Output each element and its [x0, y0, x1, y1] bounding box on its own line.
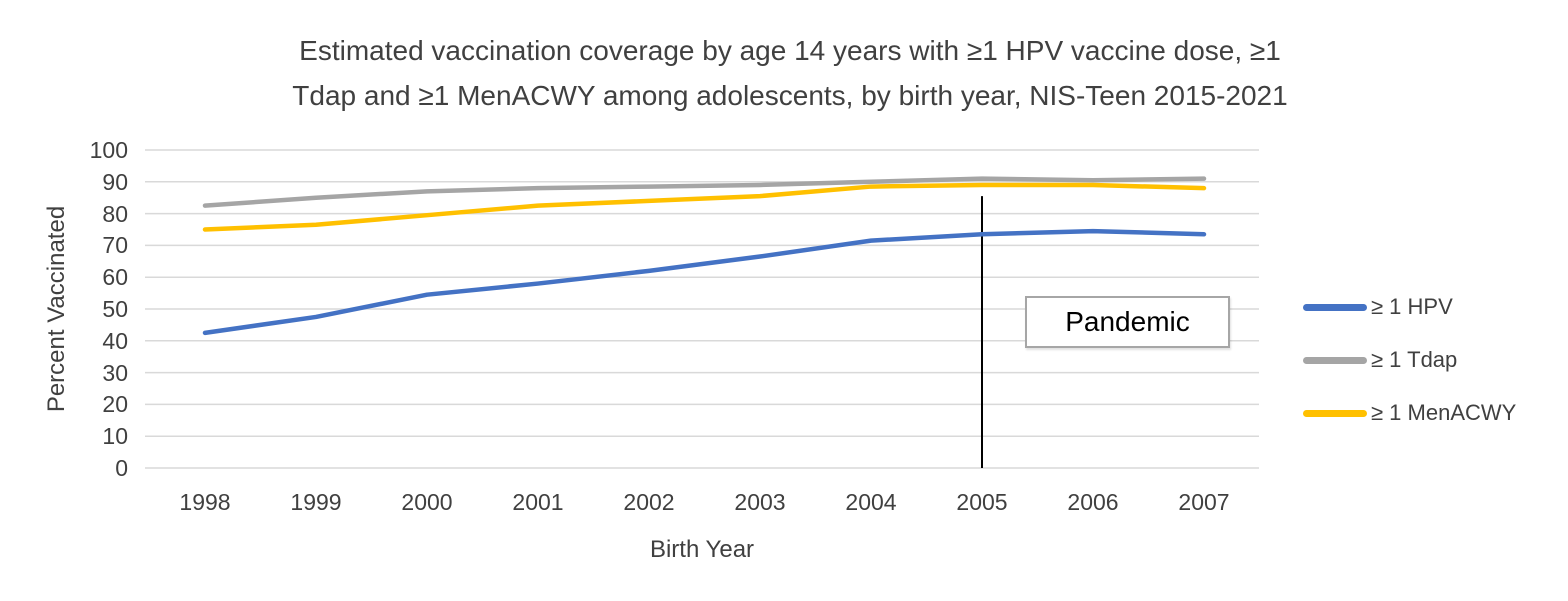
y-tick-label-60: 60: [102, 264, 128, 291]
x-tick-label-1998: 1998: [179, 489, 231, 515]
legend: ≥ 1 HPV ≥ 1 Tdap ≥ 1 MenACWY: [1303, 294, 1517, 454]
y-tick-label-40: 40: [102, 327, 128, 354]
y-tick-label-10: 10: [102, 423, 128, 450]
x-axis-title: Birth Year: [649, 536, 755, 563]
x-tick-label-2007: 2007: [1178, 489, 1230, 515]
y-tick-label-100: 100: [89, 137, 128, 163]
x-tick-label-2003: 2003: [734, 489, 786, 515]
y-tick-label-80: 80: [102, 200, 128, 227]
legend-label-tdap: ≥ 1 Tdap: [1371, 347, 1458, 372]
series-line-menacwy: [202, 182, 1207, 232]
x-tick-label-2002: 2002: [623, 489, 675, 515]
y-tick-label-70: 70: [102, 232, 128, 259]
x-tick-label-2005: 2005: [956, 489, 1008, 515]
y-tick-label-0: 0: [115, 455, 128, 481]
legend-item-menacwy: ≥ 1 MenACWY: [1303, 400, 1517, 425]
legend-label-menacwy: ≥ 1 MenACWY: [1371, 400, 1517, 425]
chart-title-line-1: Estimated vaccination coverage by age 14…: [299, 35, 1281, 66]
x-tick-label-2000: 2000: [401, 489, 453, 515]
y-tick-label-90: 90: [102, 168, 128, 195]
pandemic-label: Pandemic: [1065, 306, 1190, 337]
y-tick-label-30: 30: [102, 359, 128, 386]
legend-label-hpv: ≥ 1 HPV: [1371, 294, 1453, 319]
legend-item-tdap: ≥ 1 Tdap: [1303, 347, 1516, 372]
x-tick-label-2004: 2004: [845, 489, 897, 515]
series-line-hpv: [202, 228, 1207, 336]
legend-swatch-hpv: [1303, 303, 1367, 311]
legend-swatch-tdap: [1303, 356, 1367, 364]
pandemic-label-box: Pandemic: [1025, 296, 1230, 348]
chart-title: Estimated vaccination coverage by age 14…: [190, 28, 1390, 118]
chart-title-line-2: Tdap and ≥1 MenACWY among adolescents, b…: [292, 80, 1288, 111]
y-tick-label-20: 20: [102, 391, 128, 418]
legend-item-hpv: ≥ 1 HPV: [1303, 294, 1516, 319]
x-tick-label-2001: 2001: [512, 489, 564, 515]
x-tick-label-1999: 1999: [290, 489, 342, 515]
legend-swatch-menacwy: [1303, 409, 1367, 417]
y-tick-label-50: 50: [102, 296, 128, 322]
x-tick-label-2006: 2006: [1067, 489, 1119, 515]
series-line-tdap: [202, 176, 1207, 208]
